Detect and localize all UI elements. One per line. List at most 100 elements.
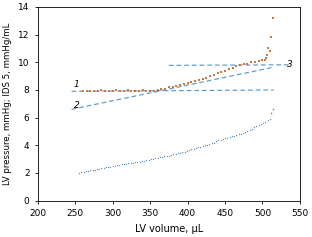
Point	[148, 89, 153, 93]
Point	[227, 135, 232, 139]
Point	[171, 152, 176, 156]
Point	[104, 165, 109, 169]
Point	[168, 153, 173, 157]
Point	[110, 89, 115, 93]
Point	[245, 130, 250, 133]
Point	[241, 131, 246, 135]
Point	[91, 89, 96, 93]
Point	[153, 157, 158, 160]
Point	[114, 88, 119, 92]
Point	[219, 70, 224, 74]
Point	[254, 124, 259, 128]
Point	[157, 155, 162, 159]
Point	[207, 74, 212, 78]
Point	[126, 161, 131, 165]
Point	[263, 120, 268, 124]
Point	[159, 87, 164, 91]
Point	[170, 85, 175, 88]
Point	[260, 58, 265, 62]
Point	[115, 164, 120, 167]
Point	[135, 160, 140, 164]
Point	[269, 36, 274, 39]
Point	[136, 89, 141, 93]
Point	[142, 159, 147, 162]
Point	[198, 145, 203, 149]
Point	[133, 89, 138, 93]
Point	[243, 130, 248, 134]
Point	[256, 59, 261, 63]
Point	[88, 89, 93, 93]
Point	[230, 66, 235, 70]
Point	[164, 154, 169, 158]
Point	[95, 167, 100, 171]
Point	[121, 162, 126, 166]
Point	[178, 83, 183, 87]
Point	[144, 89, 149, 93]
Point	[160, 155, 165, 159]
Point	[178, 151, 183, 155]
Point	[99, 166, 104, 170]
Text: 3: 3	[287, 60, 293, 69]
Point	[175, 151, 180, 155]
Point	[133, 160, 138, 164]
Text: 1: 1	[74, 80, 80, 89]
Point	[155, 88, 160, 92]
Point	[271, 16, 275, 20]
Point	[225, 136, 230, 140]
Point	[226, 67, 231, 71]
Point	[99, 88, 104, 92]
Point	[92, 168, 97, 171]
Point	[189, 148, 194, 151]
Point	[124, 162, 129, 165]
Point	[97, 167, 102, 171]
Point	[180, 150, 185, 154]
Point	[81, 170, 86, 173]
Point	[155, 156, 160, 160]
Point	[166, 154, 171, 158]
Point	[84, 89, 89, 93]
Point	[222, 137, 227, 140]
Point	[174, 84, 179, 88]
Point	[83, 169, 88, 173]
Point	[129, 89, 134, 93]
X-axis label: LV volume, μL: LV volume, μL	[135, 223, 203, 233]
Point	[140, 88, 145, 92]
Point	[234, 64, 239, 68]
Point	[137, 160, 142, 164]
Point	[76, 171, 81, 175]
Point	[269, 112, 274, 115]
Point	[85, 169, 90, 173]
Point	[184, 149, 189, 153]
Point	[196, 146, 201, 149]
Point	[204, 76, 209, 79]
Point	[264, 56, 269, 60]
Point	[271, 107, 275, 111]
Point	[250, 127, 255, 131]
Point	[187, 148, 192, 152]
Point	[200, 77, 205, 81]
Point	[196, 78, 201, 82]
Point	[236, 132, 241, 136]
Point	[193, 79, 197, 83]
Point	[106, 89, 111, 93]
Point	[191, 147, 196, 151]
Point	[238, 132, 243, 135]
Point	[215, 72, 220, 75]
Point	[88, 168, 93, 172]
Point	[220, 137, 225, 141]
Point	[119, 163, 124, 166]
Point	[256, 123, 261, 127]
Point	[139, 159, 144, 163]
Point	[163, 87, 168, 91]
Point	[252, 125, 257, 129]
Point	[205, 143, 210, 146]
Point	[261, 121, 266, 125]
Point	[117, 163, 122, 167]
Point	[267, 49, 272, 53]
Text: 2: 2	[74, 101, 80, 110]
Point	[181, 82, 186, 86]
Point	[265, 118, 270, 122]
Point	[232, 134, 236, 137]
Point	[162, 155, 167, 158]
Point	[149, 157, 154, 161]
